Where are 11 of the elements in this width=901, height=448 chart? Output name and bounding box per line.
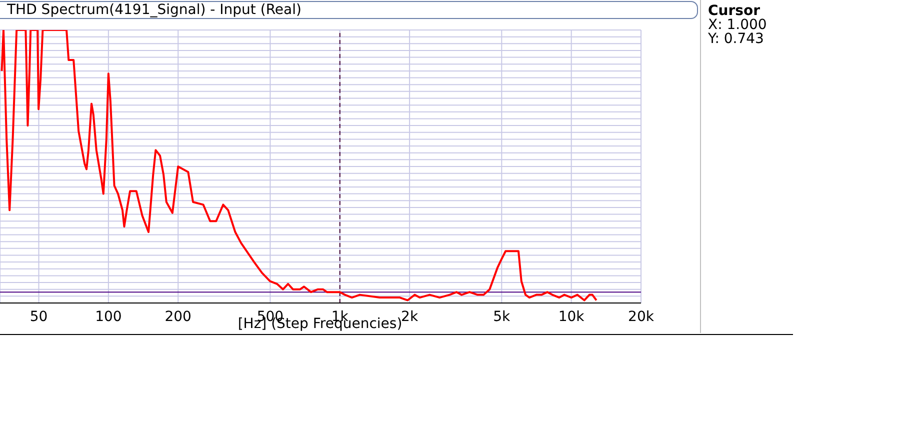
x-tick-label: 50 — [30, 308, 48, 325]
text: Cursor — [708, 3, 760, 19]
text: Y: 0.743 — [708, 31, 765, 47]
x-tick-label: 20k — [628, 308, 655, 325]
x-tick-label: 10k — [558, 308, 586, 325]
chart-title: THD Spectrum(4191_Signal) - Input (Real) — [0, 1, 698, 19]
text: X: 1.000 — [708, 17, 767, 33]
x-tick-label: 200 — [164, 308, 192, 325]
x-tick-label: 2k — [401, 308, 419, 325]
x-tick-label: 100 — [95, 308, 122, 325]
x-tick-label: 5k — [493, 308, 512, 325]
